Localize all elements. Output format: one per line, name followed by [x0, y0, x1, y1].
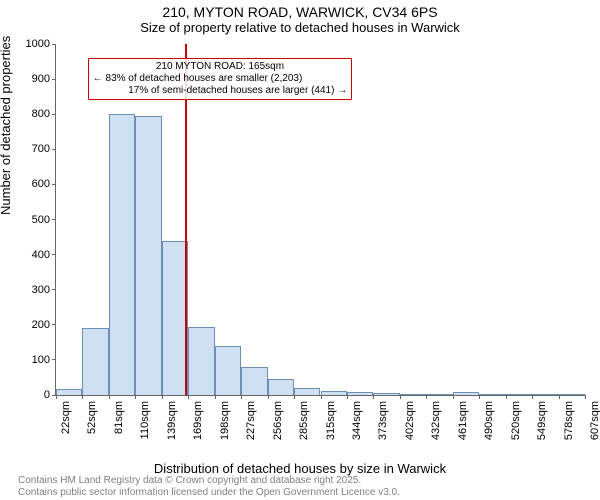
- x-tick-label: 549sqm: [536, 401, 548, 440]
- y-tick-label: 300: [32, 284, 50, 296]
- y-tick-mark: [52, 359, 56, 360]
- y-tick-label: 700: [32, 143, 50, 155]
- histogram-bar: [135, 116, 161, 395]
- footnote: Contains HM Land Registry data © Crown c…: [18, 475, 400, 498]
- histogram-bar: [188, 327, 214, 395]
- y-tick-label: 400: [32, 249, 50, 261]
- x-tick-mark: [294, 395, 295, 399]
- x-tick-label: 256sqm: [272, 401, 284, 440]
- x-tick-mark: [426, 395, 427, 399]
- x-tick-label: 139sqm: [166, 401, 178, 440]
- histogram-bar: [559, 394, 585, 395]
- x-tick-mark: [373, 395, 374, 399]
- footnote-line-2: Contains public sector information licen…: [18, 487, 400, 499]
- x-axis-label: Distribution of detached houses by size …: [0, 461, 600, 476]
- x-tick-mark: [215, 395, 216, 399]
- histogram-bar: [400, 394, 426, 395]
- x-tick-label: 607sqm: [589, 401, 600, 440]
- x-tick-label: 22sqm: [60, 401, 72, 434]
- x-tick-label: 52sqm: [86, 401, 98, 434]
- y-tick-mark: [52, 114, 56, 115]
- histogram-bar: [321, 391, 347, 395]
- x-tick-label: 81sqm: [113, 401, 125, 434]
- y-tick-label: 100: [32, 354, 50, 366]
- annotation-line: 17% of semi-detached houses are larger (…: [93, 85, 348, 97]
- x-tick-mark: [400, 395, 401, 399]
- x-tick-label: 432sqm: [430, 401, 442, 440]
- y-tick-mark: [52, 79, 56, 80]
- histogram-bar: [241, 367, 267, 395]
- x-tick-mark: [109, 395, 110, 399]
- x-tick-mark: [559, 395, 560, 399]
- histogram-bar: [532, 394, 558, 395]
- y-tick-label: 500: [32, 214, 50, 226]
- y-tick-label: 0: [44, 389, 50, 401]
- histogram-bar: [426, 394, 452, 395]
- histogram-bar: [347, 392, 373, 395]
- x-tick-mark: [585, 395, 586, 399]
- y-tick-label: 800: [32, 108, 50, 120]
- x-tick-label: 402sqm: [404, 401, 416, 440]
- histogram-bar: [453, 392, 479, 395]
- x-tick-mark: [268, 395, 269, 399]
- x-tick-label: 578sqm: [563, 401, 575, 440]
- x-tick-mark: [188, 395, 189, 399]
- y-tick-mark: [52, 184, 56, 185]
- x-tick-label: 461sqm: [457, 401, 469, 440]
- x-tick-label: 198sqm: [219, 401, 231, 440]
- x-tick-mark: [135, 395, 136, 399]
- x-tick-label: 285sqm: [298, 401, 310, 440]
- x-tick-label: 520sqm: [510, 401, 522, 440]
- y-tick-label: 600: [32, 178, 50, 190]
- x-tick-mark: [453, 395, 454, 399]
- histogram-bar: [56, 389, 82, 395]
- x-tick-label: 227sqm: [245, 401, 257, 440]
- histogram-bar: [109, 114, 135, 395]
- histogram-bar: [215, 346, 241, 395]
- x-tick-mark: [82, 395, 83, 399]
- x-tick-label: 490sqm: [483, 401, 495, 440]
- x-tick-label: 344sqm: [351, 401, 363, 440]
- x-tick-mark: [347, 395, 348, 399]
- y-tick-label: 1000: [26, 38, 50, 50]
- plot-area: 0100200300400500600700800900100022sqm52s…: [55, 44, 585, 396]
- x-tick-mark: [506, 395, 507, 399]
- chart-title: 210, MYTON ROAD, WARWICK, CV34 6PS: [0, 4, 600, 20]
- x-tick-label: 169sqm: [192, 401, 204, 440]
- title-block: 210, MYTON ROAD, WARWICK, CV34 6PS Size …: [0, 4, 600, 35]
- x-tick-mark: [56, 395, 57, 399]
- y-tick-mark: [52, 219, 56, 220]
- x-tick-label: 373sqm: [377, 401, 389, 440]
- y-tick-mark: [52, 324, 56, 325]
- chart-container: 210, MYTON ROAD, WARWICK, CV34 6PS Size …: [0, 0, 600, 500]
- histogram-bar: [294, 388, 320, 395]
- histogram-bar: [268, 379, 294, 395]
- x-tick-mark: [241, 395, 242, 399]
- x-tick-mark: [479, 395, 480, 399]
- histogram-bar: [373, 393, 399, 395]
- x-tick-mark: [532, 395, 533, 399]
- annotation-line: 210 MYTON ROAD: 165sqm: [93, 61, 348, 73]
- y-tick-mark: [52, 44, 56, 45]
- y-tick-mark: [52, 254, 56, 255]
- y-tick-mark: [52, 289, 56, 290]
- y-tick-mark: [52, 149, 56, 150]
- x-tick-label: 110sqm: [139, 401, 151, 439]
- histogram-bar: [479, 394, 505, 395]
- histogram-bar: [506, 394, 532, 395]
- x-tick-mark: [321, 395, 322, 399]
- y-axis-label: Number of detached properties: [0, 36, 13, 215]
- footnote-line-1: Contains HM Land Registry data © Crown c…: [18, 475, 400, 487]
- x-tick-label: 315sqm: [325, 401, 337, 440]
- y-tick-label: 200: [32, 319, 50, 331]
- x-tick-mark: [162, 395, 163, 399]
- annotation-box: 210 MYTON ROAD: 165sqm← 83% of detached …: [88, 58, 353, 100]
- chart-subtitle: Size of property relative to detached ho…: [0, 20, 600, 35]
- histogram-bar: [82, 328, 108, 395]
- y-tick-label: 900: [32, 73, 50, 85]
- annotation-line: ← 83% of detached houses are smaller (2,…: [93, 73, 348, 85]
